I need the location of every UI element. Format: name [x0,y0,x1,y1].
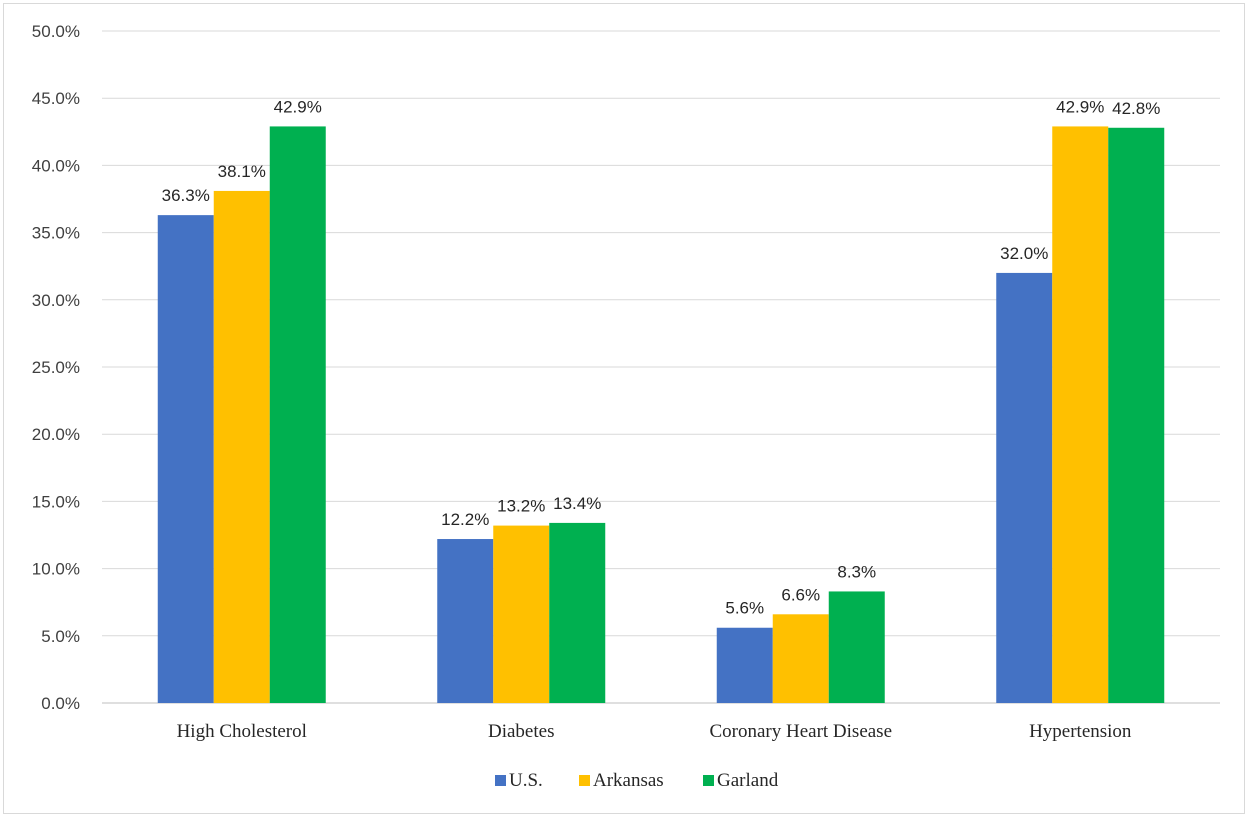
x-category-label: Hypertension [1029,721,1132,742]
legend-label: Garland [717,770,779,791]
bar [828,591,885,703]
legend-swatch [579,775,590,786]
bar [269,126,326,703]
data-label: 32.0% [1000,244,1048,263]
y-tick-label: 15.0% [32,492,80,511]
y-tick-label: 10.0% [32,560,80,579]
bar [493,525,550,703]
y-tick-label: 5.0% [41,627,80,646]
data-label: 42.9% [1056,97,1104,116]
data-label: 12.2% [441,510,489,529]
bar [157,215,214,704]
data-label: 6.6% [781,585,820,604]
data-label: 13.4% [553,494,601,513]
legend-swatch [495,775,506,786]
bar [1052,126,1109,703]
x-category-label: Coronary Heart Disease [709,721,892,742]
data-label: 38.1% [218,162,266,181]
legend-label: U.S. [509,770,543,791]
legend-swatch [703,775,714,786]
data-label: 8.3% [837,562,876,581]
bar [716,627,773,703]
data-label: 13.2% [497,497,545,516]
bar [1108,127,1165,703]
x-category-label: High Cholesterol [177,721,307,742]
data-label: 42.9% [274,97,322,116]
y-tick-label: 25.0% [32,358,80,377]
y-tick-label: 50.0% [32,22,80,41]
bar [996,272,1053,703]
bar [772,614,829,703]
data-label: 42.8% [1112,99,1160,118]
y-tick-label: 35.0% [32,224,80,243]
data-label: 5.6% [725,599,764,618]
bar [549,522,606,703]
bar [213,190,270,703]
bar [437,539,494,703]
y-tick-label: 40.0% [32,156,80,175]
legend-label: Arkansas [593,770,664,791]
y-tick-label: 30.0% [32,291,80,310]
data-label: 36.3% [162,186,210,205]
y-tick-label: 45.0% [32,89,80,108]
y-tick-label: 0.0% [41,694,80,713]
y-tick-label: 20.0% [32,425,80,444]
x-category-label: Diabetes [488,721,554,742]
